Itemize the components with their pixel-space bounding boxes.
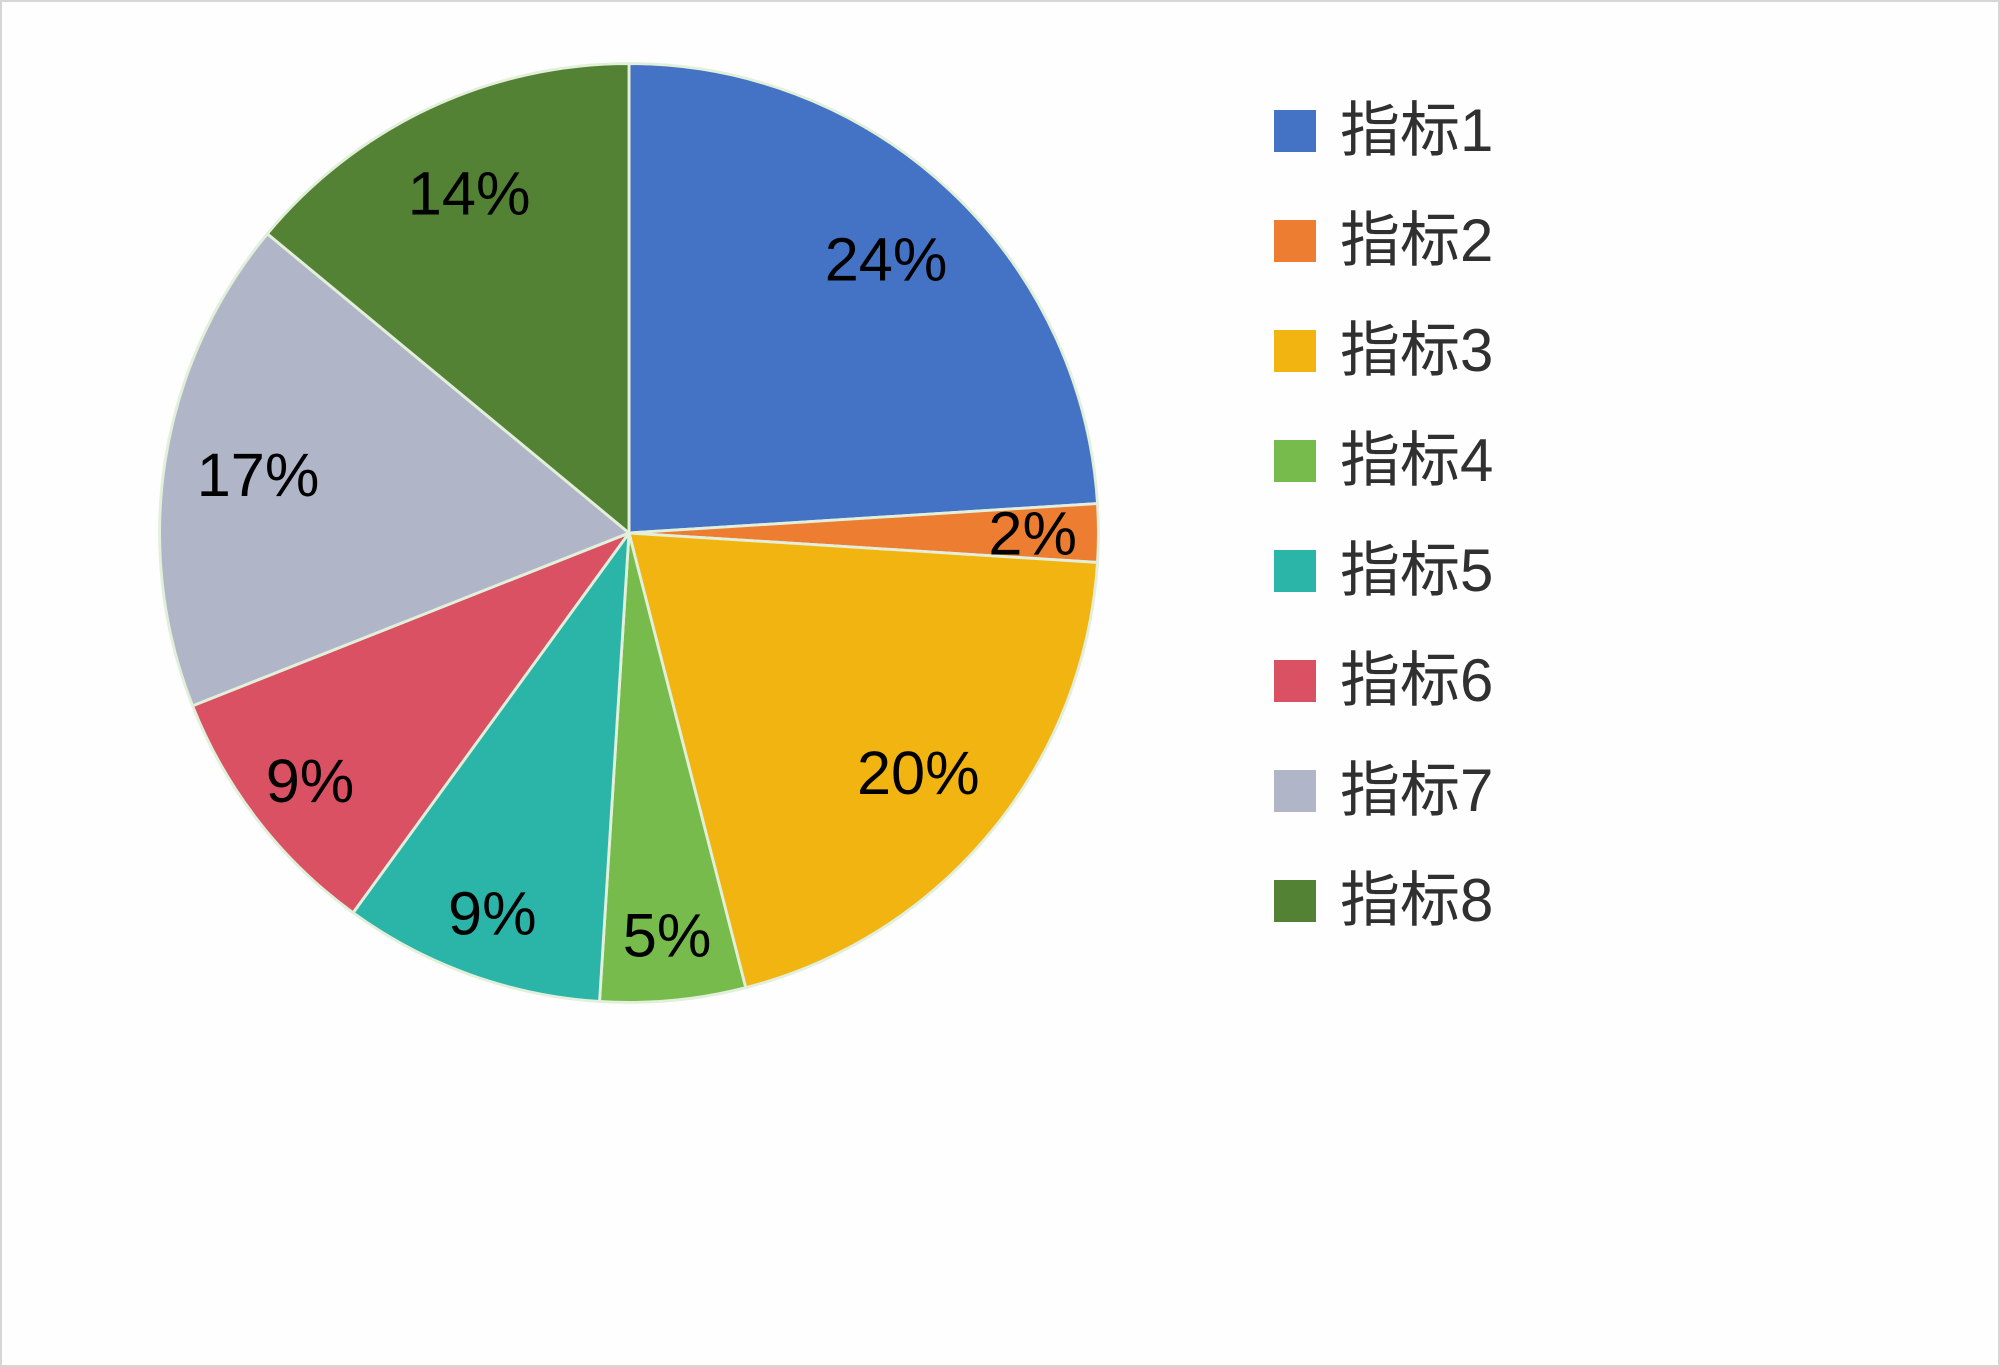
pie-slice-6[interactable] [191, 531, 631, 915]
pie-slice-7[interactable] [158, 232, 631, 708]
pie-chart: 24% 2% 20% 5% 9% 9% 17% 14% [158, 62, 1100, 1004]
pie-data-label-8: 14% [408, 159, 531, 228]
pie-data-label-5: 9% [448, 878, 537, 947]
pie-data-label-2: 2% [988, 499, 1077, 568]
legend-item-6[interactable]: 指标6 [1274, 648, 1493, 714]
legend-label-1: 指标1 [1340, 97, 1494, 164]
legend-swatch-7 [1274, 770, 1316, 812]
legend-swatch-2 [1274, 220, 1316, 262]
pie-slice-5[interactable] [351, 531, 631, 1003]
legend-swatch-1 [1274, 110, 1316, 152]
chart-legend: 指标1 指标2 指标3 指标4 指标5 指标6 指标7 指标8 [1274, 98, 1493, 934]
pie-slice-3[interactable] [627, 531, 1099, 990]
pie-slice-8[interactable] [265, 62, 631, 535]
pie-data-label-1: 24% [825, 225, 948, 294]
legend-item-5[interactable]: 指标5 [1274, 538, 1493, 604]
legend-swatch-3 [1274, 330, 1316, 372]
legend-label-3: 指标3 [1340, 317, 1494, 384]
legend-label-4: 指标4 [1340, 427, 1494, 494]
legend-swatch-5 [1274, 550, 1316, 592]
legend-item-3[interactable]: 指标3 [1274, 318, 1493, 384]
legend-label-2: 指标2 [1340, 207, 1494, 274]
pie-chart-area: 24% 2% 20% 5% 9% 9% 17% 14% [150, 54, 1108, 1012]
pie-slice-4[interactable] [598, 531, 748, 1004]
legend-swatch-4 [1274, 440, 1316, 482]
pie-data-label-3: 20% [857, 738, 980, 807]
pie-data-label-4: 5% [623, 900, 712, 969]
legend-swatch-8 [1274, 880, 1316, 922]
legend-label-8: 指标8 [1340, 867, 1494, 934]
legend-item-1[interactable]: 指标1 [1274, 98, 1493, 164]
legend-label-6: 指标6 [1340, 647, 1494, 714]
pie-data-label-6: 9% [266, 746, 355, 815]
pie-data-label-7: 17% [197, 440, 320, 509]
legend-label-7: 指标7 [1340, 757, 1494, 824]
legend-item-4[interactable]: 指标4 [1274, 428, 1493, 494]
legend-swatch-6 [1274, 660, 1316, 702]
legend-item-7[interactable]: 指标7 [1274, 758, 1493, 824]
legend-label-5: 指标5 [1340, 537, 1494, 604]
legend-item-2[interactable]: 指标2 [1274, 208, 1493, 274]
pie-slice-1[interactable] [627, 62, 1099, 535]
legend-item-8[interactable]: 指标8 [1274, 868, 1493, 934]
